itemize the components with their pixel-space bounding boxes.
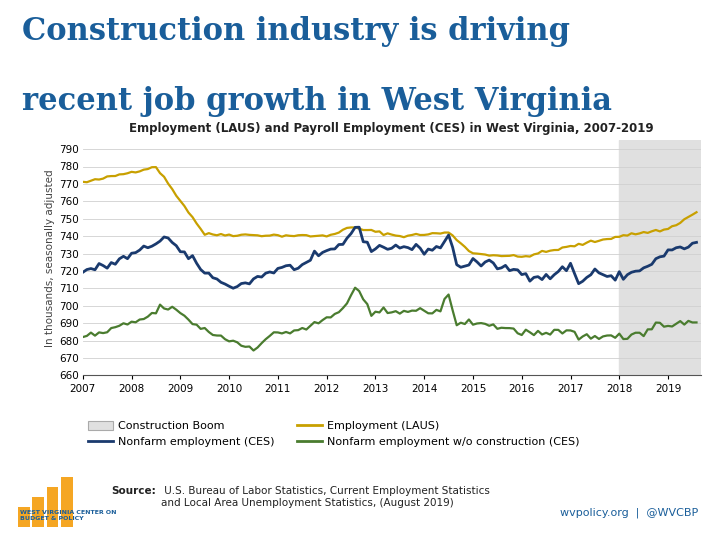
Bar [619,140,701,375]
Bar [61,477,73,526]
Bar [32,497,44,526]
Legend: Construction Boom, Nonfarm employment (CES), Employment (LAUS), Nonfarm employme: Construction Boom, Nonfarm employment (C… [89,421,580,447]
Text: WEST VIRGINIA CENTER ON
BUDGET & POLICY: WEST VIRGINIA CENTER ON BUDGET & POLICY [20,510,117,521]
Text: wvpolicy.org  |  @WVCBP: wvpolicy.org | @WVCBP [560,508,698,518]
Bar [47,487,58,526]
Text: U.S. Bureau of Labor Statistics, Current Employment Statistics
and Local Area Un: U.S. Bureau of Labor Statistics, Current… [161,486,490,508]
Text: Construction industry is driving: Construction industry is driving [22,16,570,47]
Bar [18,507,30,526]
Text: Source:: Source: [112,486,156,496]
Title: Employment (LAUS) and Payroll Employment (CES) in West Virginia, 2007-2019: Employment (LAUS) and Payroll Employment… [130,122,654,135]
Text: recent job growth in West Virginia: recent job growth in West Virginia [22,86,611,117]
Y-axis label: In thousands, seasonally adjusted: In thousands, seasonally adjusted [45,169,55,347]
